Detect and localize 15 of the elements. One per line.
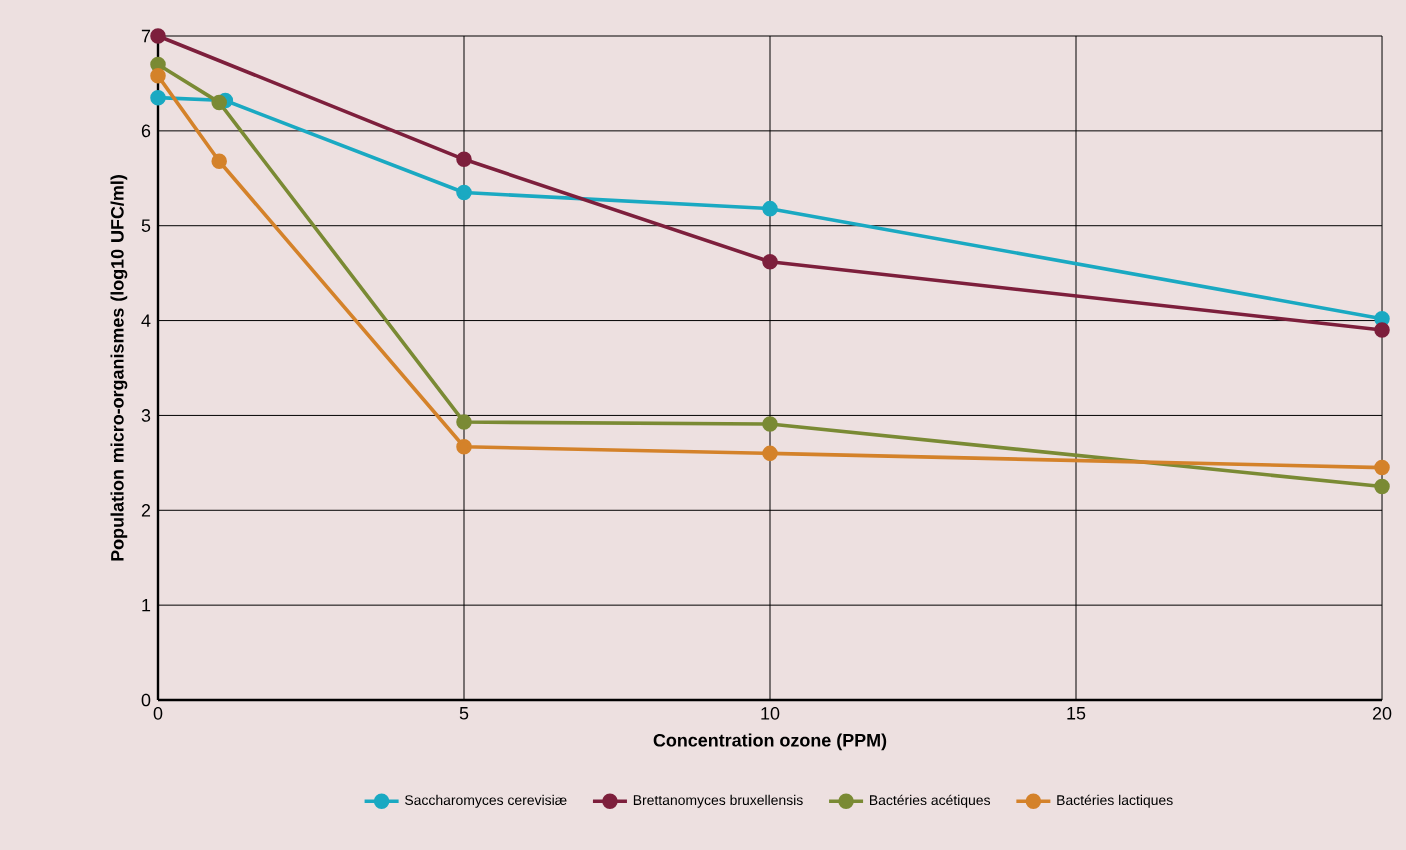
y-tick-label: 4 <box>141 314 151 327</box>
x-tick-label: 20 <box>1372 707 1392 720</box>
y-tick-label: 1 <box>142 598 151 612</box>
y-tick-label: 5 <box>141 219 151 232</box>
y-tick-label: 0 <box>141 693 151 707</box>
x-tick-label: 15 <box>1067 707 1086 720</box>
x-tick-label: 5 <box>459 707 469 720</box>
x-tick-label: 10 <box>761 707 780 720</box>
x-axis-title: Concentration ozone (PPM) <box>653 733 887 751</box>
y-tick-label: 2 <box>141 504 151 517</box>
y-tick-label: 3 <box>141 409 151 422</box>
y-tick-label: 6 <box>141 124 151 138</box>
y-axis-title: Population micro-organismes (log10 UFC/ml) <box>110 175 128 561</box>
y-tick-label: 7 <box>141 29 151 43</box>
x-tick-label: 0 <box>153 707 163 720</box>
